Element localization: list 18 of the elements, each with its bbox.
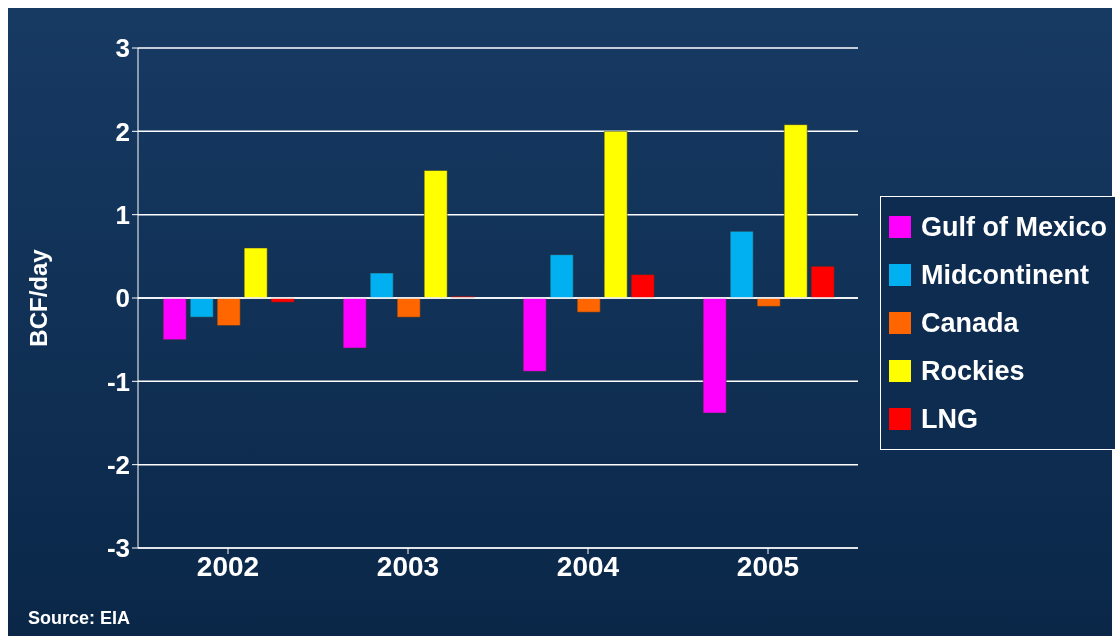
y-tick-label: 0 bbox=[115, 283, 130, 314]
x-tick-label: 2005 bbox=[736, 550, 800, 582]
x-tick-label: 2002 bbox=[196, 550, 260, 582]
y-tick-label: 2 bbox=[115, 116, 130, 147]
x-tick-label: 2004 bbox=[556, 550, 620, 582]
x-tick-label: 2003 bbox=[376, 550, 440, 582]
legend-label: LNG bbox=[921, 403, 978, 435]
legend-label: Canada bbox=[921, 307, 1019, 339]
legend-label: Gulf of Mexico bbox=[921, 211, 1108, 243]
legend-label: Rockies bbox=[921, 355, 1025, 387]
y-tick-label: -3 bbox=[106, 533, 130, 564]
y-tick-label: 1 bbox=[115, 199, 130, 230]
source-note: Source: EIA bbox=[28, 608, 131, 629]
y-tick-label: 3 bbox=[115, 33, 130, 64]
y-tick-label: -2 bbox=[106, 449, 130, 480]
y-axis-title: BCF/day bbox=[24, 248, 52, 347]
legend-label: Midcontinent bbox=[921, 259, 1089, 291]
y-tick-label: -1 bbox=[106, 366, 130, 397]
